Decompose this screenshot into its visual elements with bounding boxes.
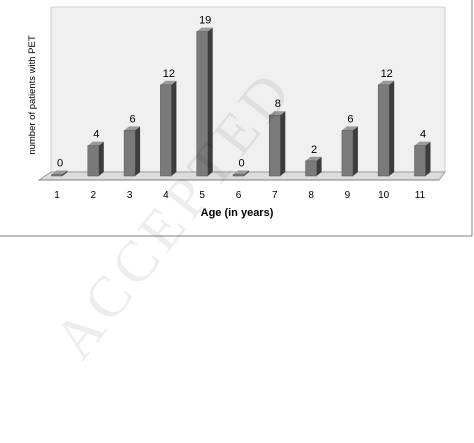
bar-front-face [377,84,390,177]
bar-top-face [414,141,431,146]
x-tick-label-1: 1 [54,190,60,201]
bar-side-face [207,27,213,176]
bar-top-face [196,27,213,32]
x-tick-label-4: 4 [163,190,169,201]
x-tick-label-7: 7 [272,190,278,201]
bar-top-face [233,170,249,175]
bar-10 [377,80,395,177]
bar-7 [269,111,286,177]
bar-11 [414,141,431,177]
bar-front-face [305,160,317,177]
x-tick-label-5: 5 [199,190,205,201]
data-labels-layer: 0 4 6 12 19 0 8 2 6 12 4 [57,15,426,170]
x-tick-label-6: 6 [236,190,242,201]
data-label-2: 4 [93,129,99,141]
bar-top-face [124,126,141,131]
bar-3 [123,126,141,177]
bar-8 [305,156,322,177]
bar-side-face [135,126,141,176]
bar-5 [196,27,213,177]
bar-top-face [269,111,286,116]
data-label-5: 19 [199,15,211,27]
bar-side-face [62,170,68,176]
bar-4 [160,80,177,177]
bar-side-face [98,141,104,176]
bar-2 [87,141,104,177]
bar-side-face [389,80,395,176]
x-tick-label-8: 8 [308,190,314,201]
bar-top-face [51,170,68,175]
x-axis-title: Age (in years) [201,207,274,219]
bar-top-face [341,126,358,131]
bar-front-face [160,84,172,177]
bar-side-face [352,126,358,176]
data-label-3: 6 [130,113,136,125]
bar-front-face [414,145,426,177]
bar-9 [341,126,358,177]
data-label-1: 0 [57,158,63,170]
data-label-7: 8 [275,98,281,110]
data-label-6: 0 [238,158,244,170]
x-tick-label-11: 11 [415,190,426,201]
bar-top-face [87,141,104,146]
bar-front-face [196,31,208,177]
x-tick-labels-layer: 1 2 3 4 5 6 7 8 9 10 11 [54,190,425,201]
data-label-4: 12 [163,68,175,80]
bar-side-face [280,111,286,176]
bar-front-face [269,114,281,177]
x-tick-label-9: 9 [345,190,351,201]
x-tick-label-3: 3 [127,190,133,201]
bar-top-face [305,156,322,161]
data-label-10: 12 [381,68,393,80]
data-label-8: 2 [311,144,317,156]
x-tick-label-10: 10 [378,190,390,201]
bar-front-face [87,145,100,177]
bars-layer [51,27,431,177]
bar-side-face [316,156,322,176]
bar-side-face [425,141,431,176]
data-label-9: 6 [347,113,353,125]
bar-front-face [123,130,136,177]
bar-top-face [160,80,177,85]
bar-front-face [341,130,354,177]
x-tick-label-2: 2 [91,190,97,201]
bar-side-face [171,80,177,176]
bar-1 [51,170,68,177]
bar-front-face [51,174,63,177]
data-label-11: 4 [420,129,426,141]
bar-top-face [378,80,395,85]
bar-6 [232,170,249,177]
y-axis-title: number of patients with PET [27,35,38,155]
bar-side-face [244,170,249,176]
bar-front-face [232,174,245,177]
